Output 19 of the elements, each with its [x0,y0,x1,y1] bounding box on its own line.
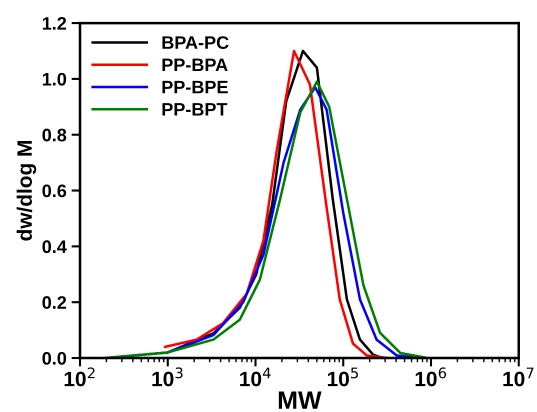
x-tick-label: 10$^{3}$ [152,367,183,386]
legend-label: PP-BPT [162,103,228,116]
y-tick-label: 0.4 [42,240,67,254]
y-tick-label: 0.0 [42,352,66,365]
x-tick-label: 10$^{5}$ [328,368,358,386]
x-tick-label: 10$^{2}$ [64,367,95,386]
y-tick-label: 1.0 [42,72,66,86]
y-tick-label: 0.6 [42,184,66,198]
y-tick-label: 0.2 [42,296,66,309]
x-tick-label: 10$^{4}$ [240,368,271,386]
legend-label: BPA-PC [162,36,229,49]
x-tick-label: 10$^{6}$ [416,367,446,386]
y-tick-label: 0.8 [42,128,66,142]
legend-label: PP-BPA [162,58,228,72]
x-tick-label: 10$^{7}$ [503,368,534,386]
x-axis-title: MW [278,392,322,409]
y-axis-title: dw/dlog M [16,141,36,241]
legend-label: PP-BPE [162,80,228,94]
y-tick-label: 1.2 [42,17,66,30]
